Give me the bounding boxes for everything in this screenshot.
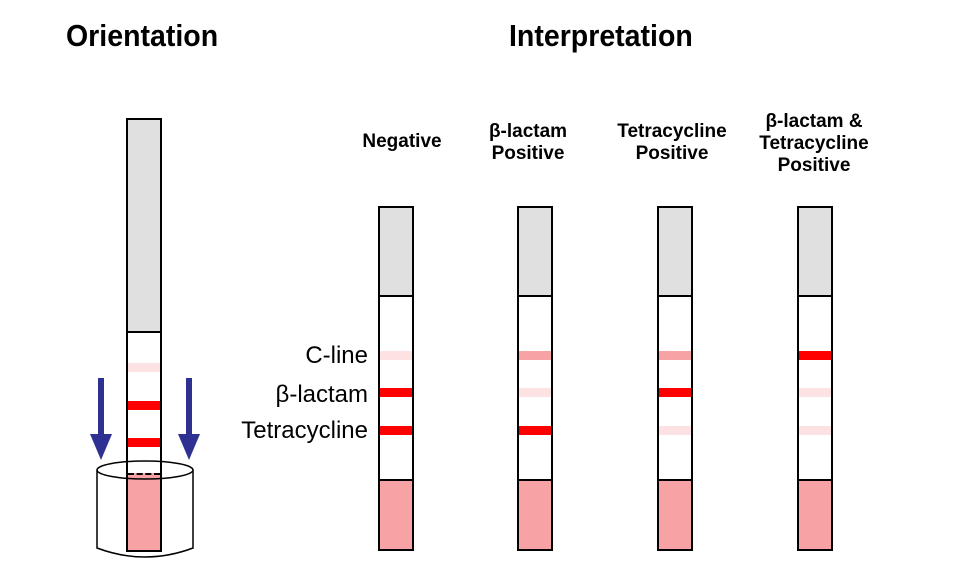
- beta-lactam-band: [659, 388, 691, 397]
- column-label-tetracycline-positive: Tetracycline Positive: [597, 121, 747, 165]
- tetracycline-band: [799, 426, 831, 435]
- down-arrow-icon-left: [90, 378, 112, 460]
- tetracycline-band: [380, 426, 412, 435]
- c-line-band: [799, 351, 831, 360]
- band-label-beta-lactam: β-lactam: [275, 381, 368, 408]
- tetracycline-band: [659, 426, 691, 435]
- column-label-line: Negative: [362, 131, 442, 152]
- absorbent-pad: [380, 208, 412, 297]
- band-label-c-line: C-line: [305, 342, 368, 369]
- sample-cup: [96, 460, 194, 558]
- orientation-sample-pad: [128, 473, 160, 550]
- sample-pad: [519, 479, 551, 549]
- column-label-line: Tetracycline: [759, 133, 869, 154]
- tetracycline-band: [519, 426, 551, 435]
- absorbent-pad: [799, 208, 831, 297]
- column-label-line: Positive: [491, 143, 565, 164]
- test-strip-tetracycline-positive: [657, 206, 693, 551]
- column-label-line: Positive: [635, 143, 709, 164]
- test-strip-beta-lactam-positive: [517, 206, 553, 551]
- c-line-band: [659, 351, 691, 360]
- sample-pad: [799, 479, 831, 549]
- absorbent-pad: [128, 120, 160, 333]
- orientation-c-line-band: [128, 363, 160, 372]
- beta-lactam-band: [519, 388, 551, 397]
- column-label-negative: Negative: [327, 131, 477, 153]
- sample-pad: [380, 479, 412, 549]
- beta-lactam-band: [799, 388, 831, 397]
- column-label-line: β-lactam &: [765, 111, 863, 132]
- test-strip-negative: [378, 206, 414, 551]
- column-label-both-positive: β-lactam & Tetracycline Positive: [739, 111, 889, 177]
- column-label-line: Positive: [777, 155, 851, 176]
- band-label-tetracycline: Tetracycline: [241, 417, 368, 444]
- interpretation-title: Interpretation: [509, 18, 693, 53]
- orientation-beta-lactam-band: [128, 401, 160, 410]
- c-line-band: [380, 351, 412, 360]
- column-label-line: Tetracycline: [617, 121, 727, 142]
- test-strip-both-positive: [797, 206, 833, 551]
- column-label-beta-lactam-positive: β-lactam Positive: [453, 121, 603, 165]
- orientation-test-strip: [126, 118, 162, 552]
- orientation-tetracycline-band: [128, 438, 160, 447]
- down-arrow-icon-right: [178, 378, 200, 460]
- beta-lactam-band: [380, 388, 412, 397]
- absorbent-pad: [659, 208, 691, 297]
- orientation-title: Orientation: [66, 18, 219, 53]
- c-line-band: [519, 351, 551, 360]
- absorbent-pad: [519, 208, 551, 297]
- column-label-line: β-lactam: [488, 121, 568, 142]
- sample-pad: [659, 479, 691, 549]
